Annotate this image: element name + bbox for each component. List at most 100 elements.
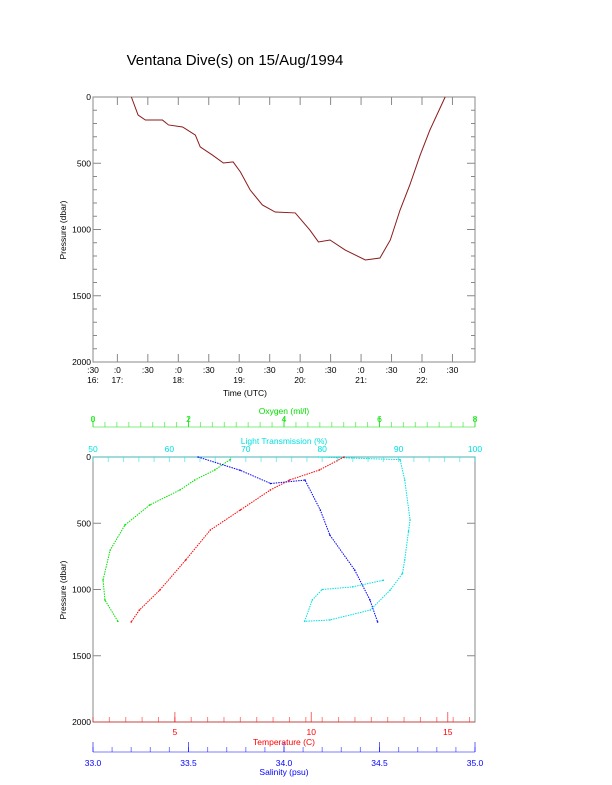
data-point (130, 621, 132, 623)
axis-tick-label: 90 (394, 444, 404, 454)
x-tick-label: :0 (358, 365, 365, 375)
data-point (401, 572, 404, 575)
light-transmission-series (303, 456, 411, 622)
x-tick-label: :30 (87, 365, 99, 375)
axis-tick-label: 33.0 (85, 758, 102, 768)
y-tick-label: 500 (77, 518, 91, 528)
data-point (321, 588, 324, 591)
bottom-y-axis-label: Pressure (dbar) (58, 560, 68, 619)
axis-tick-label: 35.0 (467, 758, 484, 768)
x-tick-label: 17: (111, 375, 123, 385)
data-point (399, 458, 401, 461)
axis-tick-label: 100 (468, 444, 482, 454)
x-tick-label: 20: (294, 375, 306, 385)
x-tick-label: 16: (87, 375, 99, 385)
data-point (376, 621, 379, 623)
data-point (184, 559, 187, 561)
x-tick-label: :30 (447, 365, 459, 375)
data-point (193, 479, 196, 481)
data-point (318, 469, 321, 471)
pressure-series-line (130, 96, 446, 261)
x-tick-label: :0 (236, 365, 243, 375)
y-tick-label: 1000 (72, 225, 91, 235)
data-point (209, 529, 212, 531)
axis-tick-label: 34.0 (276, 758, 293, 768)
y-tick-label: 1500 (72, 651, 91, 661)
axis-tick-label: 0 (91, 414, 96, 424)
data-point (179, 489, 181, 491)
x-tick-label: 19: (233, 375, 245, 385)
x-tick-label: :0 (297, 365, 304, 375)
data-point (124, 524, 126, 526)
y-tick-label: 2000 (72, 357, 91, 367)
data-point (389, 589, 391, 591)
salinity-axis-label: Salinity (psu) (259, 767, 308, 777)
data-point (343, 456, 345, 458)
data-point (351, 586, 354, 588)
data-point (403, 559, 406, 561)
data-point (317, 456, 320, 458)
data-point (104, 599, 106, 601)
data-point (102, 579, 104, 581)
x-tick-label: :0 (175, 365, 182, 375)
data-point (149, 504, 151, 506)
y-tick-label: 1000 (72, 585, 91, 595)
salinity-series (197, 456, 379, 623)
x-tick-label: :30 (325, 365, 337, 375)
x-tick-label: :0 (114, 365, 121, 375)
y-tick-label: 500 (77, 158, 91, 168)
y-tick-label: 2000 (72, 717, 91, 727)
data-point (159, 589, 161, 591)
x-tick-label: 21: (355, 375, 367, 385)
x-tick-label: :30 (264, 365, 276, 375)
data-point (409, 519, 411, 521)
top-x-axis-label: Time (UTC) (223, 388, 267, 398)
bottom-plot-frame (92, 456, 476, 723)
x-tick-label: :0 (418, 365, 425, 375)
light-transmission-axis-label: Light Transmission (%) (241, 436, 328, 446)
data-point (288, 479, 291, 481)
data-point (407, 530, 410, 532)
axis-tick-label: 33.5 (180, 758, 197, 768)
data-point (269, 482, 272, 485)
data-point (403, 479, 406, 481)
axis-tick-label: 5 (172, 727, 177, 737)
oxygen-series (102, 459, 231, 622)
x-tick-label: :30 (203, 365, 215, 375)
data-point (109, 549, 111, 551)
x-tick-label: 18: (172, 375, 184, 385)
axis-tick-label: 70 (241, 444, 251, 454)
data-point (353, 569, 356, 571)
data-point (138, 609, 141, 611)
data-point (329, 619, 331, 621)
axis-tick-label: 60 (165, 444, 175, 454)
axis-tick-label: 50 (88, 444, 98, 454)
data-point (319, 509, 322, 511)
axis-tick-label: 15 (443, 727, 453, 737)
axis-tick-label: 80 (317, 444, 327, 454)
data-point (329, 534, 331, 536)
data-point (117, 620, 119, 623)
data-point (229, 458, 231, 461)
data-point (304, 479, 306, 481)
data-point (239, 469, 241, 472)
data-point (382, 579, 385, 582)
data-point (269, 489, 272, 491)
y-tick-label: 1500 (72, 291, 91, 301)
axis-tick-label: 6 (377, 414, 382, 424)
y-tick-label: 0 (86, 92, 91, 102)
axis-tick-label: 2 (186, 414, 191, 424)
axis-tick-label: 10 (307, 727, 317, 737)
data-point (197, 456, 199, 458)
oxygen-axis-label: Oxygen (ml/l) (259, 406, 310, 416)
data-point (239, 509, 242, 511)
chart-title: Ventana Dive(s) on 15/Aug/1994 (127, 52, 344, 69)
axis-tick-label: 4 (282, 414, 287, 424)
top-plot-frame (92, 96, 476, 363)
temperature-series (130, 456, 345, 623)
data-point (311, 599, 314, 601)
axis-tick-label: 8 (473, 414, 478, 424)
axis-tick-label: 34.5 (371, 758, 388, 768)
